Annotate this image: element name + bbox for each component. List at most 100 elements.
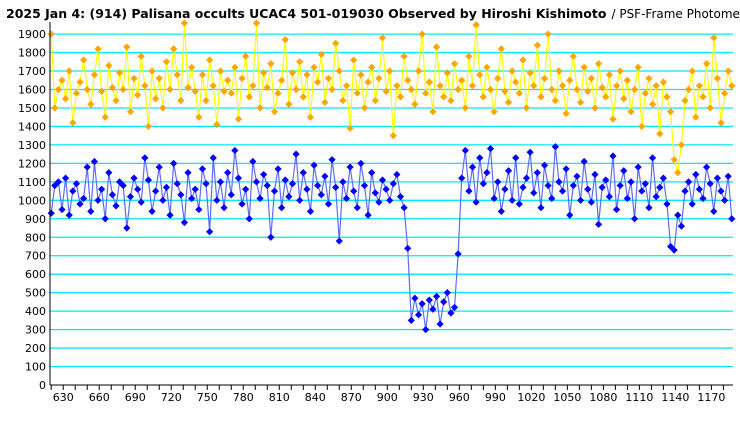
target-point (724, 172, 732, 180)
target-point (717, 187, 725, 195)
comparison-point (249, 82, 257, 90)
comparison-point (440, 93, 448, 101)
y-tick-label: 1100 (18, 176, 46, 189)
comparison-point (692, 113, 700, 121)
comparison-point (717, 119, 725, 127)
comparison-point (238, 74, 246, 83)
target-point (652, 193, 660, 201)
y-tick-label: 1200 (18, 157, 46, 170)
y-tick-label: 300 (25, 324, 46, 337)
comparison-point (148, 67, 156, 75)
target-point (548, 194, 556, 203)
comparison-point (375, 74, 383, 83)
target-point (353, 204, 361, 212)
comparison-point (170, 45, 178, 53)
comparison-point (198, 71, 207, 79)
target-point (443, 289, 451, 297)
target-point (602, 176, 610, 184)
comparison-point (591, 104, 599, 112)
comparison-point (522, 104, 531, 112)
target-point (58, 205, 66, 214)
target-point (252, 178, 261, 186)
comparison-point (436, 82, 444, 90)
comparison-point (656, 130, 664, 138)
comparison-point (659, 78, 667, 86)
target-point (699, 194, 707, 203)
target-point (638, 187, 646, 195)
target-point (659, 174, 667, 182)
target-point (605, 193, 613, 201)
comparison-point (713, 74, 721, 83)
y-tick-label: 800 (25, 231, 46, 244)
comparison-point (616, 67, 624, 75)
x-tick-label: 750 (197, 391, 218, 404)
target-point (256, 194, 264, 203)
target-point (213, 196, 221, 204)
chart-subtitle: / PSF-Frame Photometry / (611, 7, 740, 21)
comparison-point (630, 85, 639, 94)
target-point (465, 187, 473, 195)
comparison-point (144, 122, 153, 131)
x-tick-label: 840 (305, 391, 326, 404)
series-layer (47, 19, 736, 334)
target-point (224, 169, 232, 177)
comparison-point (242, 52, 250, 60)
y-tick-label: 600 (25, 268, 46, 281)
target-point (245, 215, 253, 223)
comparison-point (260, 69, 268, 77)
target-point (713, 174, 721, 182)
comparison-point (638, 122, 646, 131)
comparison-point (162, 58, 171, 66)
x-tick-label: 1050 (553, 391, 581, 404)
comparison-point (51, 104, 59, 112)
comparison-point (371, 96, 379, 105)
comparison-point (443, 69, 451, 77)
comparison-point (328, 85, 336, 94)
target-point (80, 194, 88, 203)
target-point (429, 305, 437, 313)
comparison-point (256, 104, 264, 112)
comparison-point (382, 87, 390, 95)
comparison-point (353, 89, 361, 97)
target-point (684, 178, 693, 186)
target-point (242, 185, 250, 193)
target-point (317, 191, 325, 199)
target-point (512, 154, 520, 162)
target-point (260, 170, 268, 179)
comparison-point (303, 71, 311, 79)
comparison-point (386, 67, 394, 75)
comparison-point (425, 78, 433, 86)
target-point (76, 200, 84, 208)
comparison-point (479, 93, 487, 101)
target-point (630, 215, 639, 223)
y-tick-label: 900 (25, 213, 46, 226)
comparison-point (360, 104, 369, 112)
x-tick-label: 1140 (661, 391, 689, 404)
comparison-point (533, 41, 541, 49)
x-tick-label: 1020 (517, 391, 545, 404)
target-point (627, 178, 635, 186)
target-point (65, 211, 73, 219)
comparison-point (274, 89, 282, 97)
comparison-point (504, 98, 513, 107)
target-point (209, 154, 217, 162)
comparison-point (584, 87, 592, 95)
comparison-point (310, 63, 318, 71)
target-point (648, 154, 657, 162)
target-point (116, 178, 124, 186)
comparison-point (321, 98, 329, 107)
comparison-point (702, 60, 711, 68)
target-point (490, 194, 498, 203)
comparison-point (332, 39, 340, 47)
comparison-point (598, 84, 606, 92)
comparison-point (224, 76, 232, 84)
target-point (414, 311, 423, 319)
comparison-point (216, 67, 225, 75)
target-point (83, 163, 91, 171)
target-point (674, 211, 682, 219)
comparison-point (270, 108, 279, 116)
target-point (584, 185, 592, 193)
target-point (144, 176, 153, 184)
comparison-point (54, 85, 63, 94)
target-point (288, 180, 297, 188)
